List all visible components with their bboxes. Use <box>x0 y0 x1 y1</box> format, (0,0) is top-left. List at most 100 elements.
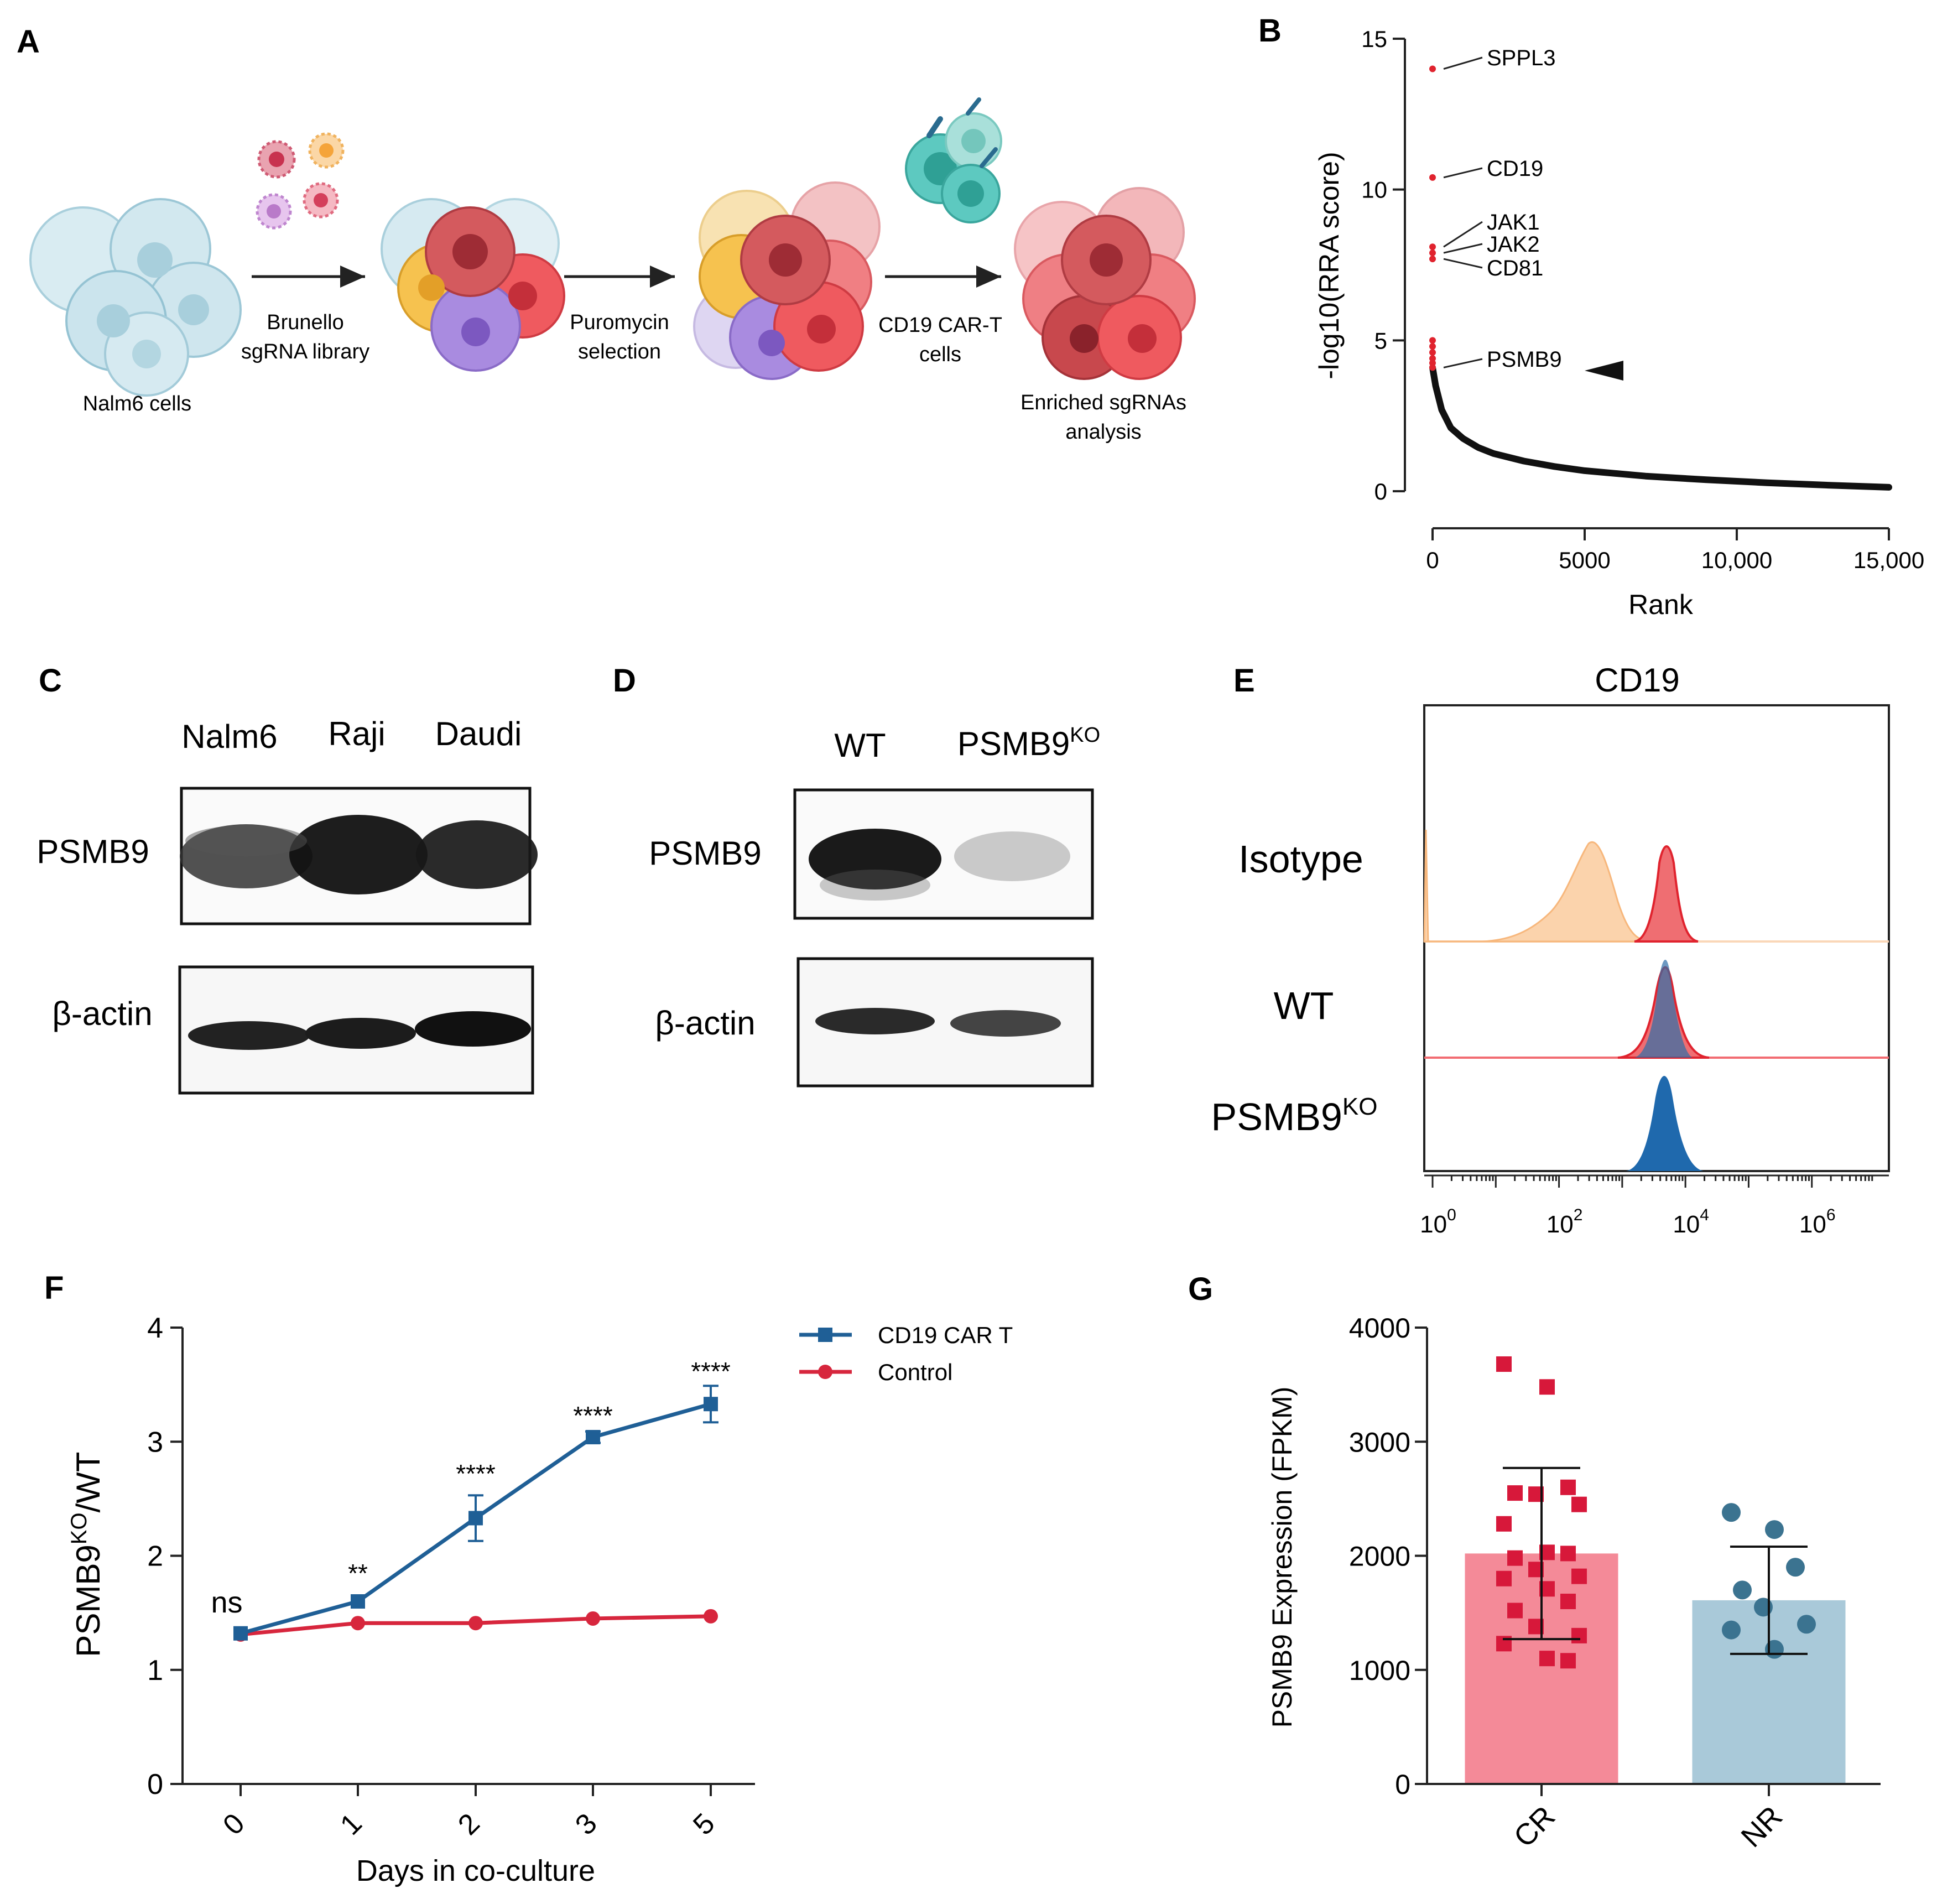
data-point-square <box>1507 1485 1523 1501</box>
transduced-cell-cluster <box>381 198 565 372</box>
y-tick-label: 4 <box>147 1312 163 1344</box>
data-point-circle <box>351 1616 365 1631</box>
data-point-square <box>1539 1379 1555 1395</box>
lane-label-ko: PSMB9KO <box>957 724 1100 762</box>
gene-leader-line <box>1443 167 1483 179</box>
gene-leader-line <box>1443 56 1483 70</box>
significance-label: **** <box>691 1357 731 1386</box>
panel-b: B 0 5 10 15 0 5000 10,000 15,000 Rank -log10(RRA … <box>1258 13 1924 620</box>
y-tick-label: 15 <box>1361 26 1387 52</box>
highlighted-point <box>1429 249 1436 257</box>
data-point <box>1429 349 1436 356</box>
panel-g-letter: G <box>1188 1271 1213 1307</box>
data-point-square <box>1507 1603 1523 1619</box>
row-label-actin: β-actin <box>655 1005 755 1042</box>
y-tick-label: 2000 <box>1349 1541 1410 1572</box>
panel-f: F 0 1 2 3 4 0 1 2 3 5 Days in co-culture PSMB9KO/WT… <box>44 1270 1013 1887</box>
panel-c: C Nalm6 Raji Daudi PSMB9 β-actin <box>37 663 538 1095</box>
highlighted-point <box>1429 256 1436 263</box>
legend-label: CD19 CAR T <box>878 1322 1013 1348</box>
panel-e: E CD19 Isotype WT PSMB9KO 100 102 104 106 <box>1211 662 1890 1238</box>
data-point-square <box>1560 1546 1576 1562</box>
panel-g: G CR NR 0 1000 2000 3000 4000 PSMB9 Expression … <box>1188 1271 1881 1854</box>
data-point-square <box>233 1626 248 1641</box>
legend-marker <box>818 1365 832 1379</box>
data-point-circle <box>1765 1520 1784 1539</box>
highlighted-point <box>1429 174 1436 181</box>
highlighted-point <box>1429 364 1436 371</box>
analysis-label-line1: Enriched sgRNAs <box>1020 391 1186 414</box>
gene-label: JAK1 <box>1487 210 1540 235</box>
row-label-psmb9: PSMB9 <box>37 833 149 870</box>
data-point-circle <box>1722 1503 1741 1522</box>
psmb9-expression-chart: CR NR 0 1000 2000 3000 4000 PSMB9 Expression (F… <box>1267 1313 1881 1854</box>
data-point-square <box>1560 1594 1576 1609</box>
y-tick-label: 5 <box>1374 327 1387 353</box>
cart-label-line2: cells <box>919 343 961 366</box>
legend-marker <box>818 1328 832 1342</box>
x-axis-label: Days in co-culture <box>356 1854 595 1887</box>
lane-label-wt: WT <box>834 727 886 764</box>
y-tick-label: 2 <box>147 1541 163 1573</box>
selection-label-line2: selection <box>578 340 661 363</box>
panel-c-letter: C <box>39 663 62 699</box>
row-label-actin: β-actin <box>52 995 152 1032</box>
analysis-label-line2: analysis <box>1065 420 1141 444</box>
library-label-line2: sgRNA library <box>241 340 369 363</box>
highlighted-point <box>1429 243 1436 251</box>
significance-label: **** <box>456 1459 496 1488</box>
rank-curve <box>1429 364 1892 491</box>
lane-label-raji: Raji <box>328 715 385 752</box>
ko-label-sup: KO <box>1342 1093 1378 1120</box>
isotype-track <box>1423 829 1889 943</box>
x-tick-label: 5 <box>687 1807 721 1841</box>
data-point-square <box>1496 1570 1512 1586</box>
isotype-histogram <box>1423 829 1654 943</box>
lane-label-nalm6: Nalm6 <box>181 718 277 755</box>
data-point-square <box>1496 1516 1512 1532</box>
car-t-cell-icon <box>905 97 1002 223</box>
lane-label-ko-text: PSMB9 <box>957 725 1070 762</box>
data-point-circle <box>468 1616 483 1631</box>
psmb9-pointer-arrow <box>1585 361 1623 381</box>
selected-cell-cluster <box>693 181 881 380</box>
flow-tick-label: 100 <box>1420 1206 1456 1238</box>
data-point-square <box>1496 1356 1512 1372</box>
data-point-square <box>1560 1479 1576 1495</box>
gene-leader-line <box>1443 243 1483 254</box>
y-tick-label: 0 <box>1374 478 1387 504</box>
x-tick-label: 0 <box>217 1807 251 1841</box>
ko-label: PSMB9KO <box>1211 1093 1378 1138</box>
nalm6-cell-cluster <box>29 198 242 397</box>
ko-histogram <box>1626 1076 1704 1171</box>
flow-x-axis: 100 102 104 106 <box>1420 1174 1889 1238</box>
data-point-circle <box>1722 1620 1741 1640</box>
y-tick-label: 1 <box>147 1655 163 1687</box>
data-point-square <box>704 1397 718 1412</box>
data-point-circle <box>1733 1580 1752 1600</box>
gene-label: SPPL3 <box>1487 46 1556 70</box>
data-point-square <box>468 1511 483 1526</box>
y-tick-label: 3000 <box>1349 1427 1410 1458</box>
y-axis-label: PSMB9 Expression (FPKM) <box>1267 1387 1298 1728</box>
data-point-square <box>1539 1651 1555 1667</box>
x-tick-label: CR <box>1507 1799 1561 1854</box>
data-point <box>1429 337 1436 344</box>
data-point-circle <box>1797 1615 1816 1634</box>
panel-d-letter: D <box>613 663 636 699</box>
ko-wt-ratio-chart: 0 1 2 3 4 0 1 2 3 5 Days in co-culture PSMB9KO/WT ns… <box>67 1312 1013 1887</box>
isotype-label: Isotype <box>1238 837 1363 881</box>
ko-track <box>1626 1076 1704 1171</box>
y-tick-label: 0 <box>147 1768 163 1801</box>
data-point-circle <box>704 1609 718 1624</box>
x-tick-label: 2 <box>452 1807 486 1841</box>
data-point-square <box>1507 1550 1523 1566</box>
x-tick-label: 3 <box>569 1807 603 1841</box>
y-tick-label: 10 <box>1361 177 1387 203</box>
significance-label: ** <box>348 1559 368 1588</box>
panel-a-letter: A <box>17 24 40 60</box>
library-label-line1: Brunello <box>267 311 343 334</box>
data-point-square <box>351 1594 365 1609</box>
wt-track <box>1424 960 1889 1059</box>
